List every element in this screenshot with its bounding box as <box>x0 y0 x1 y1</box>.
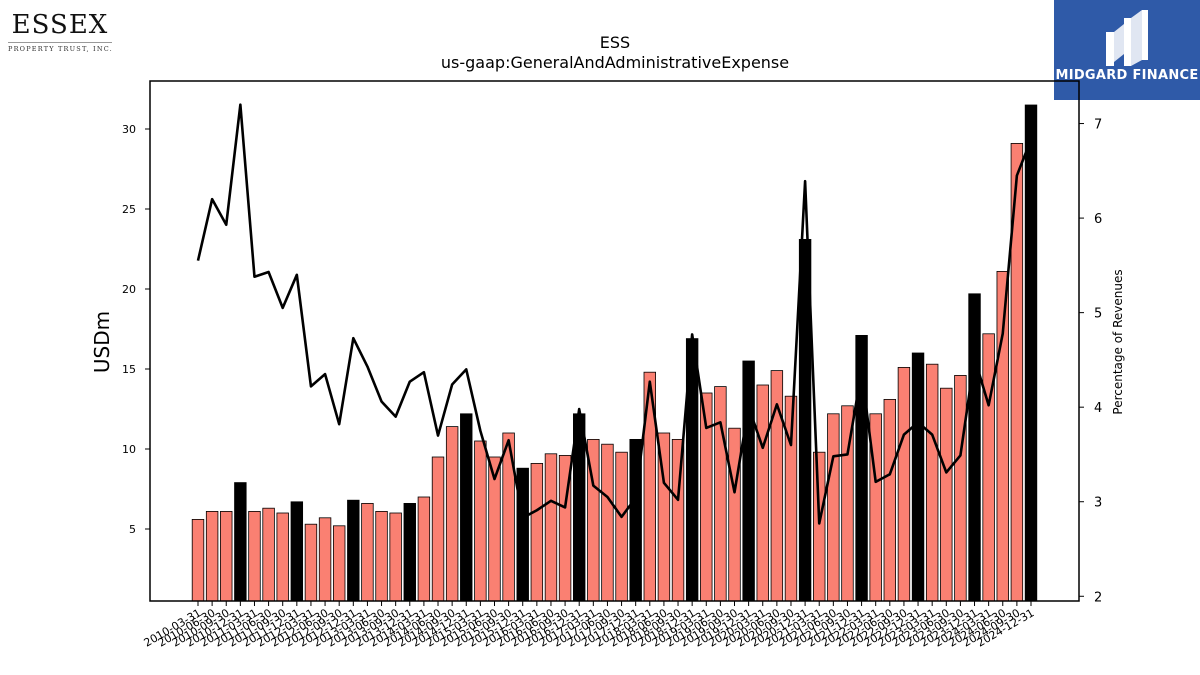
y2-tick-label: 2 <box>1094 590 1102 605</box>
bar <box>276 512 289 602</box>
bar <box>262 507 275 602</box>
bar <box>248 510 261 602</box>
y-tick-label: 20 <box>122 283 136 296</box>
bar <box>897 366 911 602</box>
bar <box>304 523 318 602</box>
y2-tick-label: 7 <box>1094 118 1102 133</box>
bar <box>714 386 727 602</box>
company-subtitle: PROPERTY TRUST, INC. <box>8 42 112 53</box>
y2-tick-label: 6 <box>1094 212 1102 227</box>
bar <box>813 451 826 602</box>
bar <box>756 384 769 602</box>
y-tick-label: 5 <box>129 523 136 536</box>
bar <box>417 496 431 602</box>
bar <box>431 456 445 602</box>
plot-frame <box>149 80 1080 602</box>
bar <box>234 482 247 602</box>
bar <box>982 333 995 602</box>
y-tick-label: 15 <box>122 363 136 376</box>
bar <box>911 352 925 602</box>
bar <box>445 426 459 602</box>
series-line <box>196 103 1033 525</box>
company-name: ESSEX <box>11 10 109 40</box>
y2-tick-label: 5 <box>1094 307 1102 322</box>
chart-subtitle: us-gaap:GeneralAndAdministrativeExpense <box>441 53 789 72</box>
bar <box>474 440 487 602</box>
bar <box>403 502 416 602</box>
bar <box>601 443 614 602</box>
y-tick-label: 10 <box>122 443 136 456</box>
midgard-logo-icon <box>1106 10 1148 66</box>
y2-tick-label: 4 <box>1094 401 1102 416</box>
bar <box>361 502 374 602</box>
essex-logo: ESSEX PROPERTY TRUST, INC. <box>8 10 112 53</box>
bar <box>290 501 304 602</box>
bar <box>389 512 402 602</box>
y-tick-label: 30 <box>122 123 136 136</box>
bar <box>544 453 558 602</box>
bar <box>883 398 897 602</box>
chart-title: ESS <box>600 33 630 52</box>
bar <box>968 293 981 602</box>
bar <box>332 525 346 602</box>
bar <box>516 467 529 602</box>
y-tick-label: 25 <box>122 203 136 216</box>
bar <box>742 360 755 602</box>
bar <box>1024 104 1038 602</box>
bar <box>954 374 967 602</box>
y2-tick-label: 3 <box>1094 496 1102 511</box>
bar <box>530 462 544 602</box>
bar <box>318 517 332 602</box>
bar <box>191 519 205 602</box>
bar <box>728 427 741 602</box>
bar <box>925 363 939 602</box>
y-axis-label: USDm <box>90 311 114 373</box>
bar <box>615 451 628 602</box>
bar <box>205 510 219 602</box>
bar <box>827 413 840 602</box>
bar <box>220 510 233 602</box>
bar <box>460 413 473 602</box>
bar <box>347 499 360 602</box>
bar <box>375 510 388 602</box>
y2-axis-label: Percentage of Revenues <box>1111 269 1125 414</box>
brand-name: MIDGARD FINANCE <box>1055 68 1199 83</box>
bar <box>940 387 953 602</box>
